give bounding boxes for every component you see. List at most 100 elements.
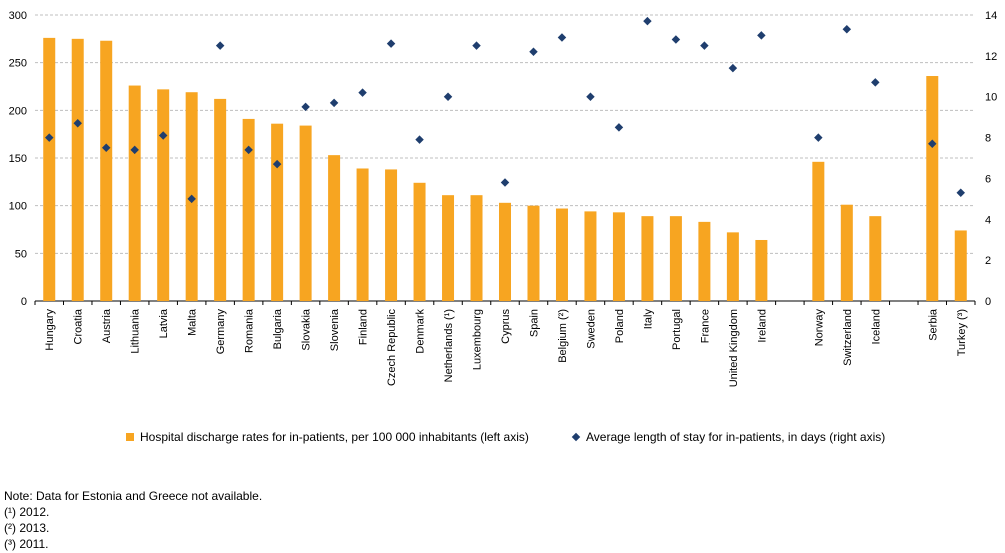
bar [612,212,625,301]
point [728,63,738,73]
bar [926,76,939,301]
right-axis-tick-label: 2 [985,255,991,267]
x-axis-tick-label: Slovenia [329,308,341,351]
bar [157,89,170,301]
point [757,31,766,40]
x-axis-tick-label: Netherlands (¹) [443,309,455,382]
point [158,131,168,140]
bar [869,216,882,301]
x-axis-tick-label: Finland [358,309,370,345]
legend-item-points: Average length of stay for in-patients, … [571,430,886,444]
right-axis-tick-label: 10 [985,92,997,104]
point [643,16,652,26]
x-axis-tick-label: Switzerland [842,309,854,366]
right-axis-tick-label: 0 [985,296,991,308]
bar [470,195,483,301]
bar [356,168,369,301]
point [329,98,339,108]
x-axis-tick-label: Poland [614,309,626,343]
left-axis-tick-label: 50 [15,248,27,260]
notes: Note: Data for Estonia and Greece not av… [4,488,262,552]
note-line: (¹) 2012. [4,505,50,519]
x-axis-tick-label: Luxembourg [472,309,484,370]
note-line: (²) 2013. [4,521,50,535]
x-axis-tick-label: Denmark [415,309,427,354]
bar [669,216,682,301]
point [415,135,424,144]
bar [755,239,768,301]
bar [499,202,511,301]
bar [242,118,255,301]
x-axis-tick-label: Lithuania [130,308,142,354]
left-axis-tick-label: 300 [9,10,27,22]
x-axis-tick-label: Czech Republic [386,309,398,387]
legend-label-bars: Hospital discharge rates for in-patients… [140,430,529,444]
x-axis-tick-label: Croatia [73,308,85,344]
bar [812,161,825,301]
point [272,159,282,169]
left-axis-tick-label: 250 [9,58,27,70]
note-line: (³) 2011. [4,537,49,551]
x-axis-tick-label: United Kingdom [728,309,740,387]
point [956,188,966,197]
x-axis-tick-label: Italy [642,309,654,330]
bar [726,232,739,301]
bar [385,169,398,301]
bar [584,211,597,301]
left-axis-tick-label: 150 [9,153,27,165]
left-axis-tick-label: 0 [21,296,27,308]
point [500,178,510,187]
bar [271,123,284,302]
point [614,123,624,132]
x-axis-tick-label: Norway [813,309,825,347]
x-axis-tick-label: Hungary [44,309,56,351]
point [301,102,310,112]
bar [128,85,141,302]
point [871,78,880,87]
bar [43,37,56,301]
bar [413,182,426,301]
x-axis-tick-label: Cyprus [500,309,512,344]
bar [641,216,654,301]
point [586,92,595,101]
x-axis-tick-label: Portugal [671,309,683,350]
right-axis-tick-label: 14 [985,10,997,22]
bar [214,98,227,301]
x-axis-tick-label: Germany [215,309,227,355]
point [700,41,709,50]
bar [555,208,568,301]
bar [840,204,853,301]
bar [442,195,455,301]
x-axis-tick-label: Slovakia [301,308,313,350]
x-axis-tick-label: Romania [244,308,256,353]
point [842,25,852,34]
bar [100,40,113,302]
point [358,88,367,97]
legend-label-points: Average length of stay for in-patients, … [586,430,886,444]
point [244,145,253,155]
point [187,194,196,204]
right-axis-tick-label: 12 [985,51,997,63]
left-axis-tick-label: 200 [9,105,27,117]
legend-item-bars: Hospital discharge rates for in-patients… [126,430,529,444]
bar [954,230,967,301]
x-axis-tick-label: Bulgaria [272,308,284,349]
x-axis-tick-label: Spain [528,309,540,337]
point [671,35,681,44]
x-axis-tick-label: Iceland [870,309,882,344]
bar [527,205,540,301]
legend-swatch-points [571,432,581,442]
bar [299,125,312,301]
point [814,133,823,142]
left-axis-tick-label: 100 [9,201,27,213]
point [472,41,481,50]
x-axis-tick-label: Ireland [756,309,768,343]
point [443,92,453,101]
right-axis-tick-label: 4 [985,214,991,226]
x-axis-tick-label: Austria [101,308,113,343]
point [101,143,111,153]
point [215,41,225,50]
point [557,33,567,42]
point [73,119,82,128]
x-axis-tick-label: Serbia [927,308,939,341]
